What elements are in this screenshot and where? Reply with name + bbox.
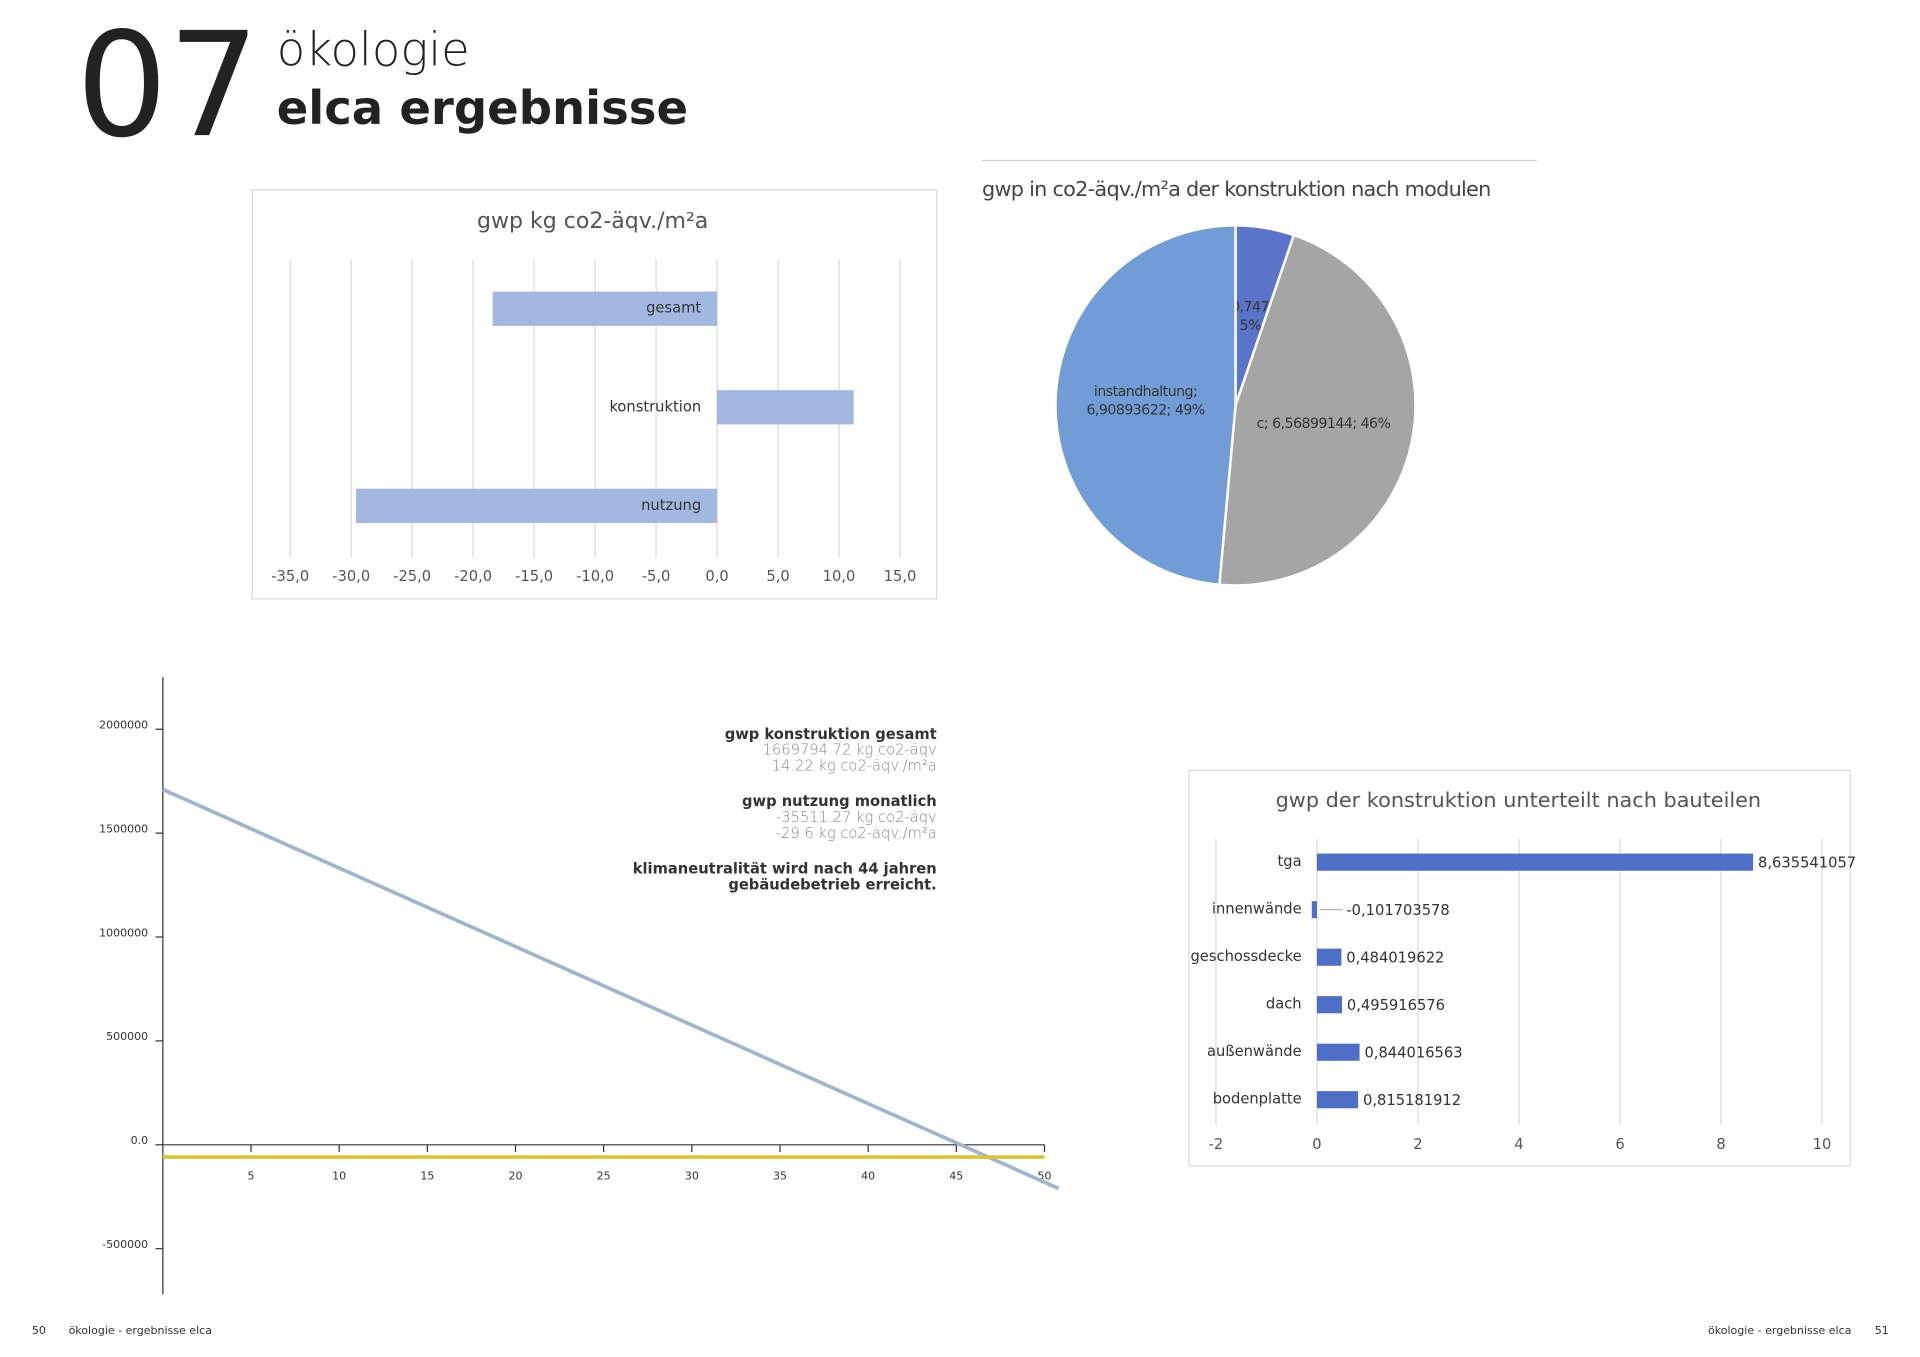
x-tick-label: 15,0 xyxy=(884,568,917,585)
x-tick-label: 10 xyxy=(1813,1136,1832,1153)
x-tick-label: -30,0 xyxy=(332,568,370,585)
data-line xyxy=(162,787,1060,1191)
value-label: 0,844016563 xyxy=(1364,1044,1462,1061)
category-label: geschossdecke xyxy=(1190,948,1301,965)
x-tick-label: -35,0 xyxy=(271,568,309,585)
bar xyxy=(1311,901,1317,919)
chart-title: gwp kg co2-äqv./m²a xyxy=(477,209,708,234)
page-title: elca ergebnisse xyxy=(277,81,688,135)
bar xyxy=(1316,853,1754,871)
category-label: tga xyxy=(1278,853,1302,870)
x-tick-label: -2 xyxy=(1209,1136,1224,1153)
category-label: nutzung xyxy=(641,497,701,514)
page-number: 50 xyxy=(32,1324,46,1337)
x-tick-label: -20,0 xyxy=(454,568,492,585)
bar xyxy=(1316,948,1342,966)
bar xyxy=(1316,996,1342,1014)
footer-text: ökologie - ergebnisse elca xyxy=(69,1324,212,1337)
chart-title: gwp der konstruktion unterteilt nach bau… xyxy=(1276,788,1762,812)
bar xyxy=(492,291,718,326)
annotation-text: 1669794.72 kg co2-äqv xyxy=(763,742,937,759)
chapter-number: 07 xyxy=(76,2,260,170)
value-label: 8,635541057 xyxy=(1758,854,1856,871)
x-tick-label: 5,0 xyxy=(766,568,789,585)
annotation-heading: gwp nutzung monatlich xyxy=(742,793,937,810)
pie-slice xyxy=(1218,233,1417,587)
annotation-text: -35511.27 kg co2-äqv xyxy=(776,809,937,826)
category-label: konstruktion xyxy=(609,398,701,415)
category-label: dach xyxy=(1266,996,1302,1013)
slice-label: 6,90893622; 49% xyxy=(1086,403,1204,419)
value-label: 0,484019622 xyxy=(1346,949,1444,966)
x-tick-label: 10 xyxy=(332,1170,346,1183)
x-tick-label: 25 xyxy=(597,1170,611,1183)
x-tick-label: 0,0 xyxy=(705,568,728,585)
y-tick-label: 0.0 xyxy=(131,1134,149,1147)
chart-frame xyxy=(1188,769,1851,1167)
annotation-heading: gwp konstruktion gesamt xyxy=(725,726,937,743)
chart-title: gwp in co2-äqv./m²a der konstruktion nac… xyxy=(982,177,1491,201)
x-tick-label: 35 xyxy=(773,1170,787,1183)
y-tick-label: 1000000 xyxy=(99,926,148,939)
y-tick-label: 500000 xyxy=(106,1030,148,1043)
page-number: 51 xyxy=(1875,1324,1889,1337)
annotation-heading: klimaneutralität wird nach 44 jahren xyxy=(633,861,937,878)
bar xyxy=(1316,1091,1359,1109)
value-label: -0,101703578 xyxy=(1346,902,1449,919)
y-tick-label: 1500000 xyxy=(99,822,148,835)
value-label: 0,495916576 xyxy=(1347,997,1445,1014)
x-tick-label: 2 xyxy=(1413,1136,1422,1153)
bar xyxy=(717,390,854,425)
annotation-text: -29.6 kg co2-äqv./m²a xyxy=(776,825,937,842)
slice-label: c; 6,56899144; 46% xyxy=(1257,416,1391,432)
category-label: außenwände xyxy=(1207,1043,1302,1060)
x-tick-label: -5,0 xyxy=(642,568,671,585)
category-label: gesamt xyxy=(646,300,701,317)
annotation-heading: gebäudebetrieb erreicht. xyxy=(728,876,936,893)
x-tick-label: 20 xyxy=(508,1170,522,1183)
slice-label: instandhaltung; xyxy=(1094,384,1197,400)
x-tick-label: 8 xyxy=(1716,1136,1725,1153)
chart-frame xyxy=(251,189,938,600)
x-tick-label: 45 xyxy=(949,1170,963,1183)
pie-slice xyxy=(1054,224,1237,587)
value-label: 0,815181912 xyxy=(1363,1092,1461,1109)
annotation-text: 14.22 kg co2-äqv./m²a xyxy=(772,758,937,775)
x-tick-label: -10,0 xyxy=(576,568,614,585)
category-label: bodenplatte xyxy=(1213,1091,1302,1108)
footer-text: ökologie - ergebnisse elca xyxy=(1708,1324,1851,1337)
slice-label: 5% xyxy=(1240,318,1261,334)
x-tick-label: -15,0 xyxy=(515,568,553,585)
y-tick-label: -500000 xyxy=(102,1238,148,1251)
x-tick-label: 40 xyxy=(861,1170,875,1183)
x-tick-label: 0 xyxy=(1312,1136,1321,1153)
x-tick-label: 15 xyxy=(420,1170,434,1183)
x-tick-label: 4 xyxy=(1514,1136,1523,1153)
x-tick-label: -25,0 xyxy=(393,568,431,585)
subtitle: ökologie xyxy=(277,22,470,76)
category-label: innenwände xyxy=(1212,901,1302,918)
bar xyxy=(1316,1043,1360,1061)
y-tick-label: 2000000 xyxy=(99,719,148,732)
x-tick-label: 10,0 xyxy=(823,568,856,585)
x-tick-label: 30 xyxy=(685,1170,699,1183)
bar xyxy=(356,488,718,523)
x-tick-label: 6 xyxy=(1615,1136,1624,1153)
x-tick-label: 5 xyxy=(248,1170,255,1183)
